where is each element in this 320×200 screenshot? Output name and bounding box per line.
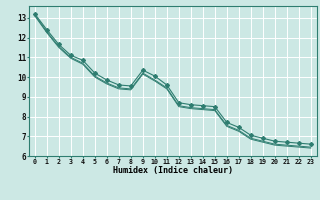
X-axis label: Humidex (Indice chaleur): Humidex (Indice chaleur) bbox=[113, 166, 233, 175]
